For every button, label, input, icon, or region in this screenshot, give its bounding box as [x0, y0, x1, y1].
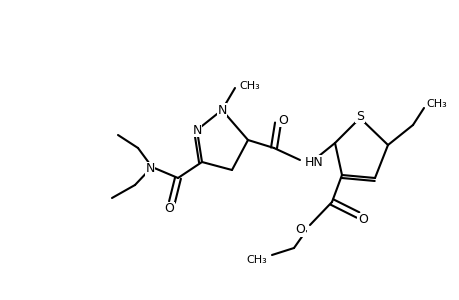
Text: CH₃: CH₃	[239, 81, 259, 91]
Text: N: N	[217, 103, 226, 116]
Text: O: O	[357, 214, 367, 226]
Text: HN: HN	[304, 155, 323, 169]
Text: O: O	[164, 202, 174, 215]
Text: O: O	[277, 113, 287, 127]
Text: CH₃: CH₃	[425, 99, 446, 109]
Text: S: S	[355, 110, 363, 122]
Text: N: N	[145, 163, 154, 176]
Text: N: N	[192, 124, 201, 136]
Text: CH₃: CH₃	[246, 255, 266, 265]
Text: O: O	[295, 224, 304, 236]
